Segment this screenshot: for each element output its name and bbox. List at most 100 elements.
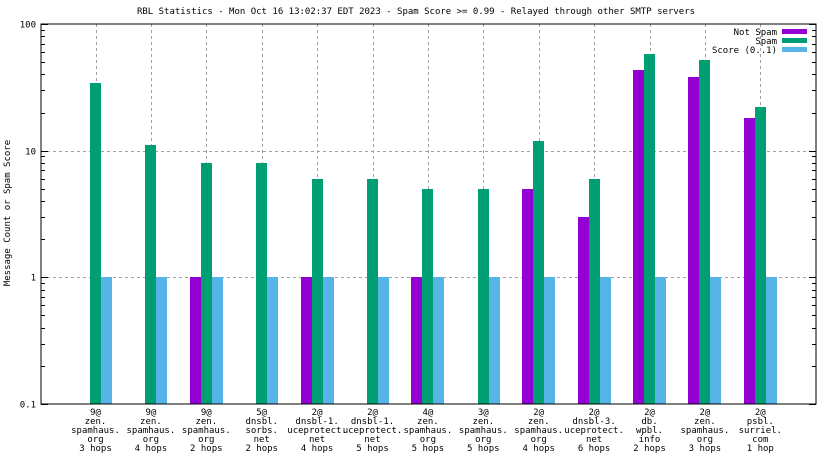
bar-score-0-1-10 [600,277,611,404]
x-tick-label-line: org [87,435,103,445]
x-tick-label-line: zen. [85,417,107,427]
x-tick-label-line: 2@ [312,408,323,418]
x-tick-label-line: zen. [528,417,550,427]
x-tick-label-line: 4 hops [301,444,334,454]
legend-swatch [782,29,807,34]
bar-spam-4 [256,163,267,404]
plot-border [40,23,817,405]
x-tick-label-line: org [531,435,547,445]
bar-score-0-1-7 [433,277,444,404]
bar-not-spam-7 [411,277,422,404]
bar-score-0-1-1 [101,277,112,404]
bar-not-spam-9 [522,189,533,404]
bar-spam-9 [533,141,544,404]
x-tick-label-line: 4 hops [522,444,555,454]
x-tick-label-line: 2@ [699,408,710,418]
x-tick-label-line: zen. [195,417,217,427]
x-tick-label-line: net [309,435,325,445]
bar-not-spam-10 [578,217,589,404]
bar-score-0-1-6 [378,277,389,404]
x-tick-label-line: dnsbl. [245,417,278,427]
x-tick-label-line: zen. [140,417,162,427]
x-tick-label-line: net [254,435,270,445]
x-tick-label-line: 2@ [755,408,766,418]
bar-score-0-1-2 [156,277,167,404]
x-tick-label-line: org [143,435,159,445]
x-tick-label-line: spamhaus. [459,426,508,436]
x-tick-label-line: 9@ [201,408,212,418]
x-tick-label-line: spamhaus. [681,426,730,436]
y-tick-label: 100 [20,21,36,31]
bar-spam-6 [367,179,378,404]
x-tick-label-line: dnsbl-1. [351,417,394,427]
x-tick-label-line: zen. [694,417,716,427]
y-tick-label: 10 [25,148,36,158]
bar-spam-5 [312,179,323,404]
x-tick-label-line: psbl. [747,417,774,427]
x-tick-label-line: spamhaus. [71,426,120,436]
x-tick-label-line: 2 hops [245,444,278,454]
x-tick-label-line: spamhaus. [514,426,563,436]
bar-not-spam-13 [744,118,755,404]
x-tick-label-line: 2@ [533,408,544,418]
x-tick-label-line: zen. [472,417,494,427]
bar-not-spam-12 [688,77,699,404]
x-tick-label-line: org [475,435,491,445]
bar-score-0-1-13 [766,277,777,404]
bar-spam-12 [699,60,710,404]
chart-title: RBL Statistics - Mon Oct 16 13:02:37 EDT… [137,7,695,17]
x-tick-label-line: spamhaus. [182,426,231,436]
x-tick-label-line: 5 hops [412,444,445,454]
x-tick-label-line: 5 hops [467,444,500,454]
bar-not-spam-3 [190,277,201,404]
bar-spam-7 [422,189,433,404]
bar-score-0-1-9 [544,277,555,404]
bar-score-0-1-11 [655,277,666,404]
x-tick-label-line: info [639,435,661,445]
x-tick-label-line: 3@ [478,408,489,418]
bar-score-0-1-4 [267,277,278,404]
bar-score-0-1-8 [489,277,500,404]
x-tick-label-line: 5@ [256,408,267,418]
bar-spam-11 [644,54,655,404]
x-tick-label-line: wpbl. [636,426,663,436]
bars-layer [90,54,777,404]
x-tick-label-line: 5 hops [356,444,389,454]
y-tick-label: 1 [31,274,36,284]
x-tick-label-line: 4 hops [135,444,168,454]
legend-label: Spam [755,37,777,47]
y-tick-labels: 100 10 1 0.1 [20,21,36,411]
bar-score-0-1-12 [710,277,721,404]
ticks-layer [41,24,816,405]
x-tick-label-line: net [364,435,380,445]
x-tick-label-line: dnsbl-3. [572,417,615,427]
x-tick-label-line: 2@ [589,408,600,418]
bar-spam-8 [478,189,489,404]
x-tick-label-line: 3 hops [79,444,112,454]
x-tick-label-line: dnsbl-1. [295,417,338,427]
bar-spam-3 [201,163,212,404]
bar-not-spam-5 [301,277,312,404]
y-axis-label: Message Count or Spam Score [3,140,13,286]
x-tick-label-line: org [697,435,713,445]
x-tick-label-line: 2@ [644,408,655,418]
x-tick-label-line: 2 hops [190,444,223,454]
x-tick-label-line: 9@ [145,408,156,418]
bar-not-spam-11 [633,70,644,404]
x-tick-label-line: 2 hops [633,444,666,454]
